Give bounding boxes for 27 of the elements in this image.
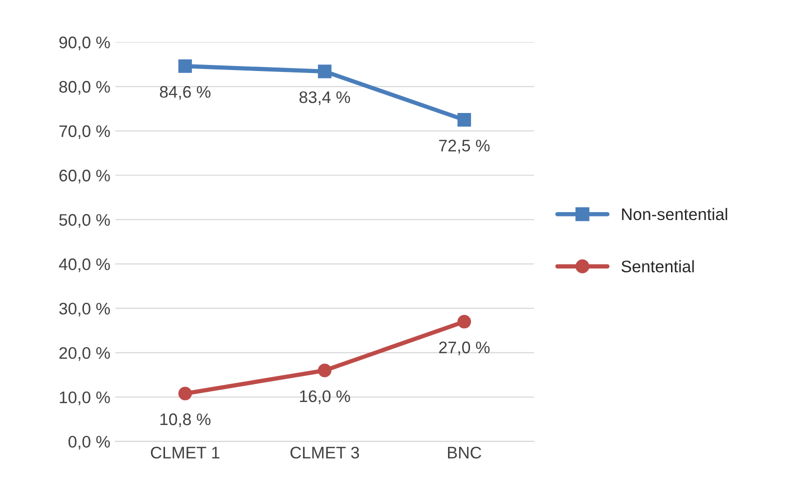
data-label: 10,8 % xyxy=(160,413,210,428)
point xyxy=(457,314,472,328)
legend-label: Sentential xyxy=(622,260,694,272)
y-tick-label: 60,0 % xyxy=(59,170,110,184)
y-tick-label: 20,0 % xyxy=(59,347,110,361)
point xyxy=(318,64,332,78)
y-tick-label: 40,0 % xyxy=(58,258,110,272)
x-tick-label: BNC xyxy=(448,446,482,459)
data-label: 72,5 % xyxy=(439,140,490,154)
y-tick-label: 70,0 % xyxy=(59,125,110,140)
y-tick-label: 80,0 % xyxy=(59,80,110,95)
x-tick-label: CLMET 1 xyxy=(150,446,220,459)
y-tick-label: 50,0 % xyxy=(59,214,110,228)
point xyxy=(457,113,472,127)
y-tick-label: 10,0 % xyxy=(60,391,110,406)
data-label: 84,6 % xyxy=(160,86,210,100)
point xyxy=(318,364,332,378)
legend-label: Non-sentential xyxy=(622,208,728,220)
point xyxy=(178,59,192,73)
y-tick-label: 0,0 % xyxy=(68,436,110,450)
point xyxy=(178,386,192,400)
y-tick-label: 90,0 % xyxy=(59,36,110,50)
x-tick-label: CLMET 3 xyxy=(290,446,360,459)
data-label: 27,0 % xyxy=(439,342,490,356)
data-label: 16,0 % xyxy=(300,390,350,404)
data-label: 83,4 % xyxy=(299,91,350,106)
y-tick-label: 30,0 % xyxy=(59,302,110,317)
